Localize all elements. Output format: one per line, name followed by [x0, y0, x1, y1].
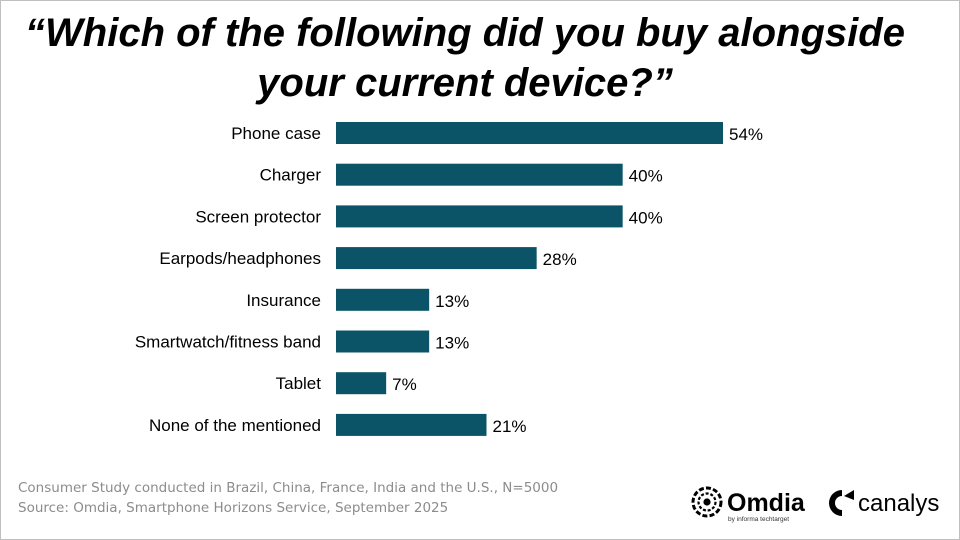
category-label: Smartwatch/fitness band — [135, 333, 321, 352]
data-label: 13% — [435, 292, 469, 311]
bar — [336, 413, 487, 436]
data-label: 21% — [493, 417, 527, 436]
category-label: Insurance — [246, 291, 321, 310]
canalys-logo: canalys — [826, 486, 956, 527]
data-label: 28% — [543, 250, 577, 269]
category-label: Screen protector — [195, 207, 321, 226]
data-label: 54% — [729, 125, 763, 144]
bar — [336, 205, 623, 228]
footnote-study: Consumer Study conducted in Brazil, Chin… — [18, 480, 559, 496]
omdia-logo: Omdia by informa techtarget — [690, 484, 820, 529]
data-label: 40% — [629, 167, 663, 186]
bar — [336, 330, 430, 353]
chart-title: “Which of the following did you buy alon… — [25, 11, 905, 105]
category-label: Charger — [260, 166, 322, 185]
bar — [336, 122, 723, 144]
bar — [336, 163, 623, 186]
category-label: Phone case — [231, 124, 321, 143]
omdia-tagline: by informa techtarget — [728, 516, 789, 523]
bar — [336, 288, 430, 311]
data-label: 13% — [435, 334, 469, 353]
canalys-c-icon — [829, 490, 854, 516]
footnote-source: Source: Omdia, Smartphone Horizons Servi… — [18, 500, 449, 516]
bar — [336, 372, 387, 395]
data-label: 7% — [392, 375, 417, 394]
bar — [336, 247, 537, 270]
canalys-name: canalys — [858, 490, 939, 517]
omdia-name: Omdia — [727, 489, 806, 517]
category-label: Tablet — [276, 374, 322, 393]
omdia-ring-icon — [691, 486, 723, 518]
category-label: None of the mentioned — [149, 416, 321, 435]
category-label: Earpods/headphones — [159, 249, 321, 268]
data-label: 40% — [629, 208, 663, 227]
